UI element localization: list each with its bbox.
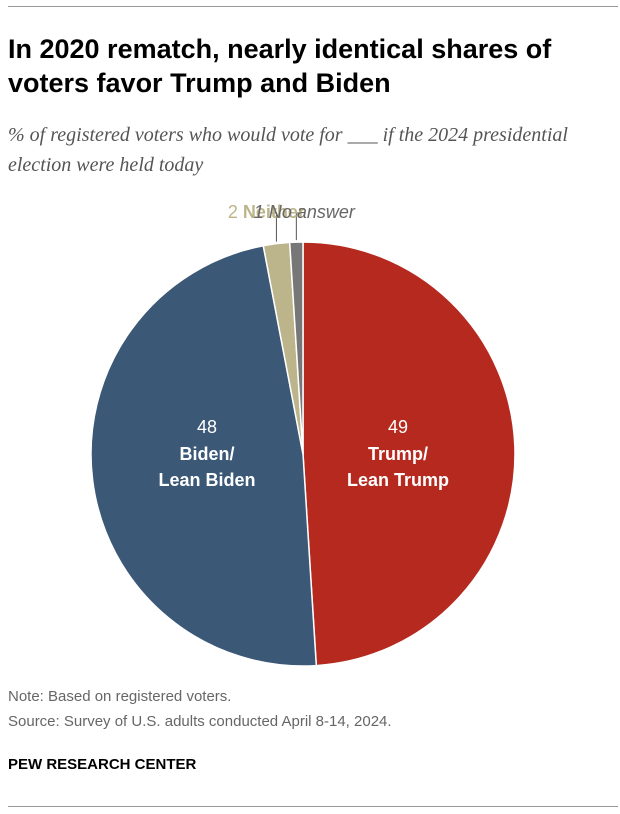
category-label-line: Lean Trump — [347, 470, 449, 490]
pie-slice — [90, 244, 318, 667]
leader-line — [295, 212, 301, 241]
value-label: 1 — [254, 202, 264, 222]
credit: PEW RESEARCH CENTER — [8, 756, 197, 773]
value-label: 48 — [197, 417, 217, 437]
pie-slice — [288, 241, 304, 455]
category-label-line: Trump/ — [368, 444, 428, 464]
value-label: 49 — [388, 417, 408, 437]
slice-label: 1 No answer — [254, 202, 356, 222]
category-label: Neither — [243, 202, 305, 222]
pie-slice — [302, 241, 516, 667]
category-label-line: Biden/ — [179, 444, 234, 464]
note: Note: Based on registered voters. — [8, 688, 232, 705]
category-label: Trump/Lean Trump — [347, 444, 449, 490]
category-label: No answer — [269, 202, 356, 222]
leader-line — [270, 212, 277, 242]
chart-subtitle: % of registered voters who would vote fo… — [8, 124, 568, 176]
category-label-line: Lean Biden — [158, 470, 255, 490]
bottom-rule — [8, 806, 618, 807]
category-label: Biden/Lean Biden — [158, 444, 255, 490]
source: Source: Survey of U.S. adults conducted … — [8, 713, 392, 730]
pie-chart: 49 Trump/Lean Trump 48 Biden/Lean Biden 2 Ne… — [90, 202, 516, 667]
value-label: 2 — [228, 202, 238, 222]
top-rule — [8, 6, 618, 7]
chart-title: In 2020 rematch, nearly identical shares… — [8, 34, 552, 98]
slice-label: 2 Neither — [228, 202, 305, 222]
